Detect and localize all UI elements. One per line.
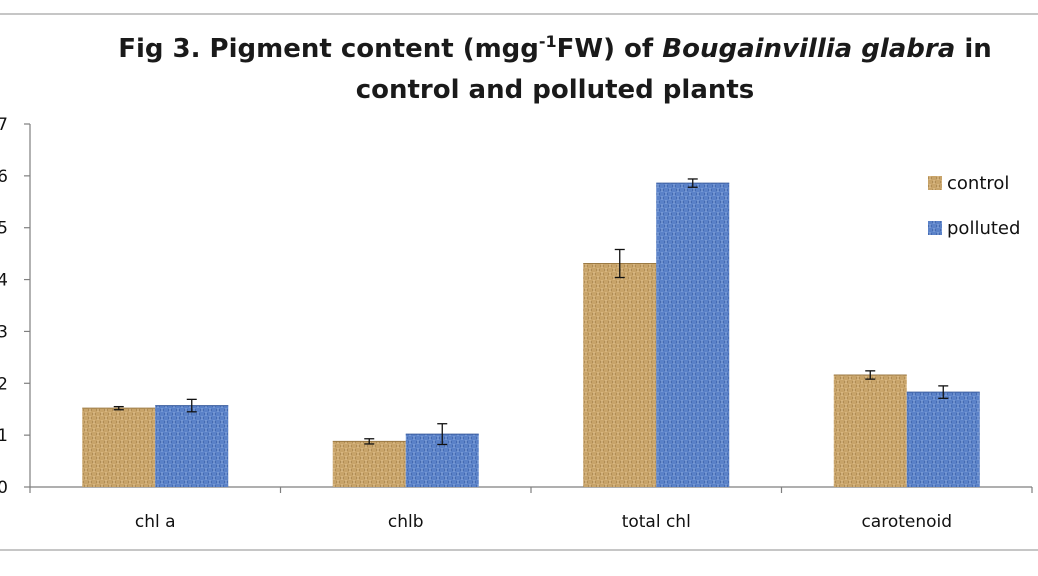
legend-swatch-polluted (928, 221, 942, 235)
bar-control-0 (82, 408, 156, 487)
legend: control polluted (928, 173, 1020, 239)
category-labels: chl a chlb total chl carotenoid (135, 512, 952, 532)
y-tick-label: 6 (0, 167, 8, 187)
y-tick-label: 2 (0, 374, 8, 394)
bar-control-2 (583, 263, 657, 487)
y-tick-label: 7 (0, 115, 8, 135)
y-ticks: 0 1 2 3 4 5 6 7 (0, 115, 30, 498)
category-label: total chl (622, 512, 691, 532)
y-tick-label: 0 (0, 478, 8, 498)
bar-control-1 (332, 441, 406, 487)
legend-swatch-control (928, 176, 942, 190)
y-tick-label: 4 (0, 271, 8, 291)
y-tick-label: 5 (0, 219, 8, 239)
category-label: carotenoid (861, 512, 952, 532)
legend-label-polluted: polluted (947, 218, 1020, 239)
category-label: chl a (135, 512, 176, 532)
y-tick-label: 3 (0, 322, 8, 342)
bar-polluted-2 (656, 183, 730, 488)
title-superscript: -1 (539, 32, 557, 51)
chart-title: Fig 3. Pigment content (mgg-1FW) of Boug… (118, 32, 992, 64)
bars (82, 182, 980, 488)
y-tick-label: 1 (0, 426, 8, 446)
bar-polluted-0 (155, 405, 229, 487)
x-ticks (29, 487, 1033, 493)
chart-title-line2: control and polluted plants (356, 75, 755, 105)
error-bars (113, 178, 949, 446)
bar-control-3 (833, 374, 907, 487)
legend-label-control: control (947, 173, 1009, 194)
category-label: chlb (388, 512, 424, 532)
bar-polluted-3 (906, 392, 980, 487)
